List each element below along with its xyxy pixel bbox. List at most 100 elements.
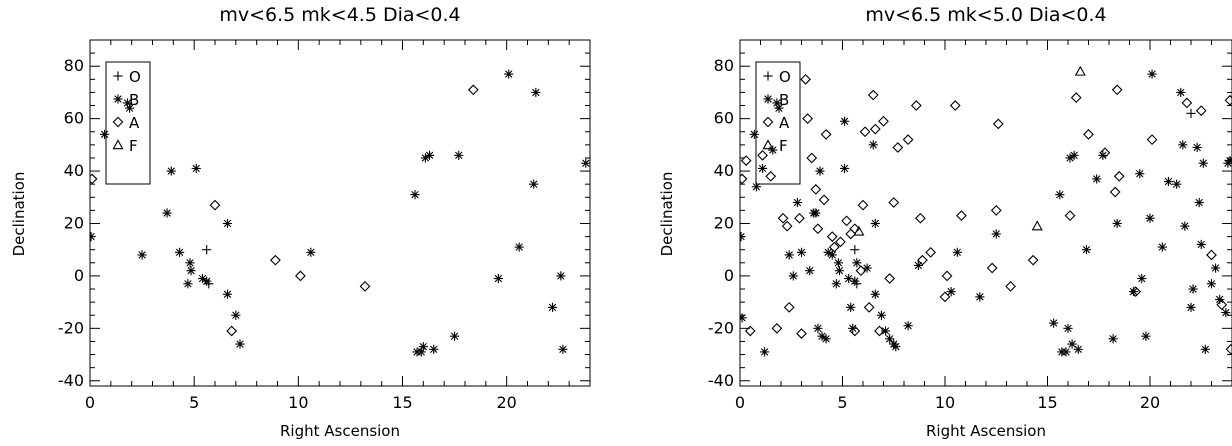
point-A (915, 212, 926, 224)
point-A (818, 194, 830, 206)
point-B (1135, 169, 1145, 179)
point-B (833, 258, 843, 268)
data-points (90, 69, 590, 357)
y-tick-label: -20 (58, 318, 84, 337)
point-B (99, 129, 110, 139)
point-A (1109, 186, 1121, 198)
point-B (815, 166, 825, 176)
point-B (202, 276, 212, 286)
point-B (760, 347, 770, 357)
data-points (740, 65, 1232, 357)
point-B (870, 289, 880, 299)
y-tick-label: 20 (714, 213, 734, 232)
point-B (1176, 87, 1186, 98)
point-B (1221, 308, 1231, 318)
point-A (910, 100, 922, 111)
point-B (839, 116, 850, 126)
y-tick-label: 40 (64, 161, 84, 180)
point-A (835, 236, 846, 248)
point-B (850, 276, 860, 286)
legend-label: O (129, 68, 141, 86)
point-B (124, 103, 135, 113)
point-B (788, 271, 798, 281)
point-O (202, 245, 212, 255)
legend-label: O (779, 68, 791, 86)
point-B (811, 208, 821, 218)
chart-title: mv<6.5 mk<4.5 Dia<0.4 (219, 4, 460, 26)
point-A (744, 325, 756, 337)
point-A (1111, 84, 1123, 96)
x-tick-label: 5 (189, 393, 199, 412)
point-B (1063, 323, 1073, 333)
point-B (493, 273, 503, 284)
point-A (1064, 210, 1076, 221)
y-tick-label: -40 (58, 371, 84, 390)
y-tick-label: 80 (714, 56, 734, 75)
point-B (137, 250, 147, 260)
point-B (1073, 344, 1083, 354)
point-B (1137, 273, 1147, 284)
point-B (410, 190, 420, 200)
point-A (765, 170, 777, 182)
point-F (853, 225, 865, 236)
point-B (1211, 263, 1221, 273)
point-A (1225, 343, 1232, 355)
chart-title: mv<6.5 mk<5.0 Dia<0.4 (865, 4, 1106, 26)
point-B (1198, 158, 1208, 168)
point-A (1146, 134, 1158, 145)
point-A (869, 123, 881, 135)
point-A (826, 231, 838, 242)
legend-marker-F (762, 139, 774, 150)
point-B (1145, 213, 1155, 223)
point-B (558, 344, 568, 354)
legend-box (755, 61, 801, 185)
point-A (740, 155, 752, 166)
point-B (1049, 318, 1059, 328)
x-tick-label: 10 (288, 393, 308, 412)
y-tick-label: -20 (708, 318, 734, 337)
point-B (166, 166, 176, 176)
point-A (1195, 105, 1207, 117)
point-B (774, 103, 784, 113)
point-A (226, 325, 238, 337)
x-axis-label: Right Ascension (926, 422, 1046, 440)
point-A (863, 301, 875, 313)
point-A (925, 246, 937, 258)
point-B (876, 310, 887, 320)
point-B (913, 260, 923, 271)
point-A (359, 281, 371, 292)
point-B (1069, 150, 1079, 160)
legend-label: F (779, 137, 788, 155)
point-B (1163, 176, 1174, 187)
point-A (802, 113, 814, 125)
point-A (1005, 281, 1016, 292)
point-B (1157, 242, 1167, 252)
y-axis-label: Declination (10, 172, 28, 257)
point-A (810, 184, 822, 195)
point-B (880, 326, 891, 336)
point-B (183, 279, 193, 289)
point-B (222, 218, 233, 229)
point-A (796, 328, 807, 339)
point-A (941, 270, 953, 282)
point-A (806, 152, 818, 164)
point-B (740, 231, 746, 242)
point-A (740, 173, 748, 185)
point-B (306, 247, 316, 257)
point-O (1186, 108, 1196, 118)
point-A (841, 215, 852, 227)
point-A (1083, 128, 1094, 140)
panel-left: mv<6.5 mk<4.5 Dia<0.4 Right Ascension De… (10, 4, 591, 440)
point-A (845, 228, 857, 240)
point-A (1216, 299, 1228, 311)
point-B (531, 87, 541, 98)
point-B (416, 347, 426, 357)
y-tick-label: 0 (74, 266, 84, 285)
point-B (418, 342, 428, 352)
point-A (986, 262, 998, 274)
y-axis-label: Declination (658, 172, 676, 257)
point-B (751, 182, 761, 192)
point-B (581, 158, 590, 168)
point-A (888, 197, 900, 208)
